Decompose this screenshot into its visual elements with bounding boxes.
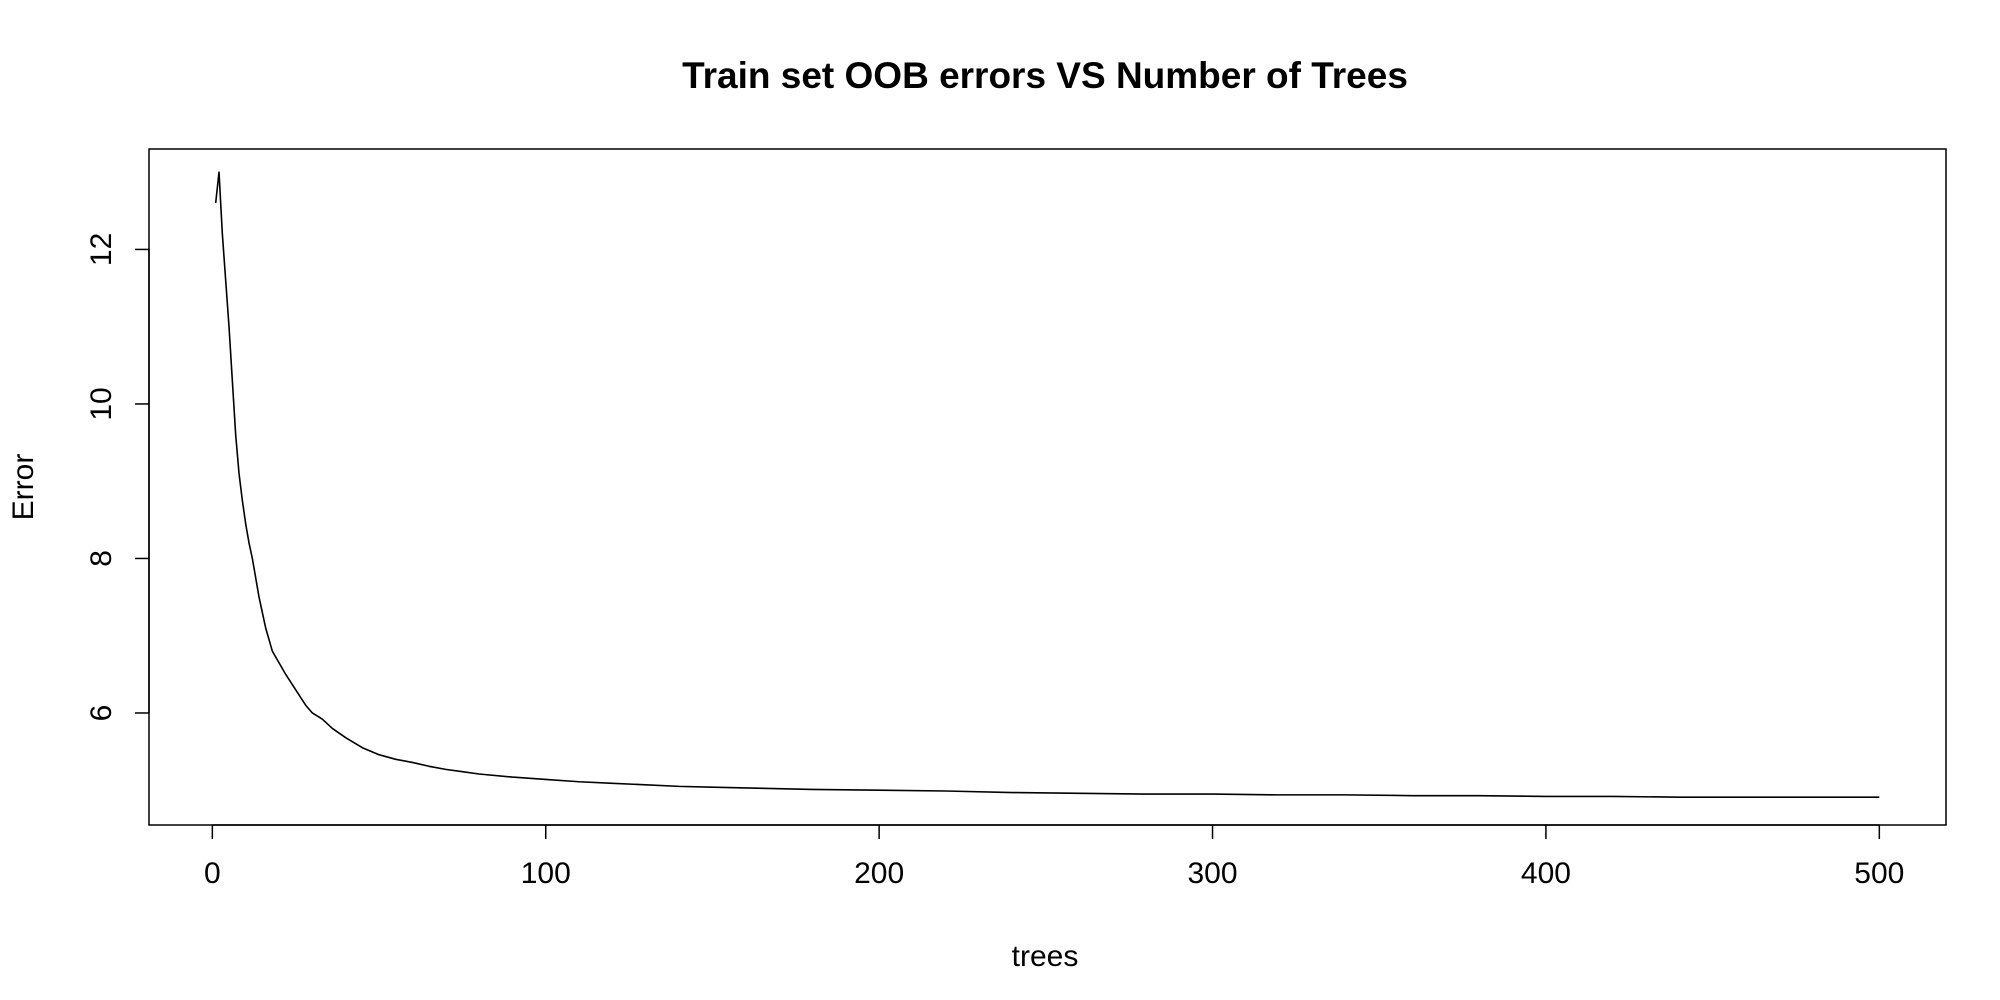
y-tick-label: 8 [85, 550, 118, 567]
y-tick-label: 6 [85, 705, 118, 722]
y-axis: 6 8 10 12 [85, 233, 150, 722]
plot-area-frame [148, 148, 1947, 826]
chart-title: Train set OOB errors VS Number of Trees [682, 55, 1408, 96]
x-tick-label: 200 [854, 857, 904, 890]
x-tick-label: 500 [1854, 857, 1904, 890]
y-axis-label: Error [7, 454, 40, 521]
x-tick-label: 400 [1521, 857, 1571, 890]
x-tick-label: 100 [521, 857, 571, 890]
x-axis-label: trees [1012, 940, 1079, 973]
x-axis: 0 100 200 300 400 500 [204, 824, 1904, 890]
x-tick-label: 300 [1187, 857, 1237, 890]
y-tick-label: 12 [85, 233, 118, 266]
y-tick-label: 10 [85, 387, 118, 420]
oob-error-line [214, 171, 1880, 798]
x-tick-label: 0 [204, 857, 221, 890]
